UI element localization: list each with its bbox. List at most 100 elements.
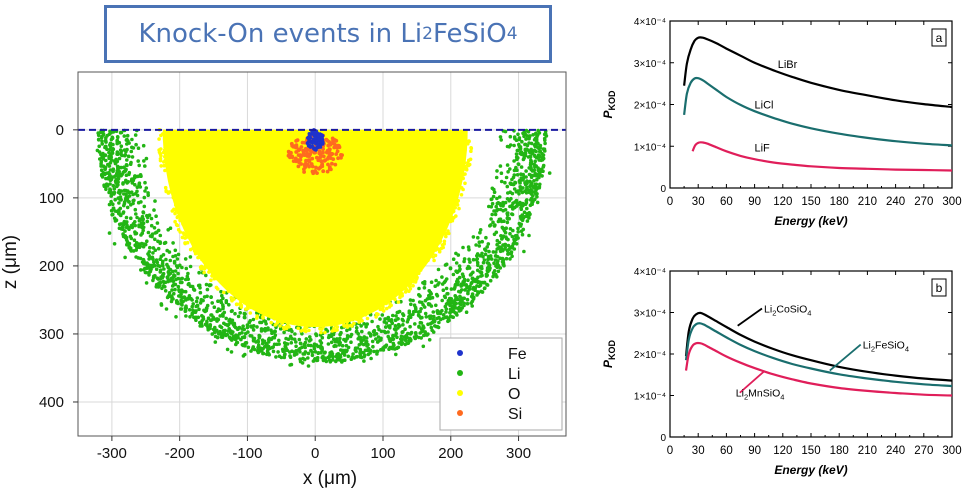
o-point bbox=[238, 300, 243, 305]
li-point bbox=[143, 262, 148, 266]
li-point bbox=[399, 337, 403, 341]
li-point bbox=[498, 164, 503, 168]
li-point bbox=[107, 202, 112, 207]
y-axis-label: PKOD bbox=[601, 90, 617, 119]
si-point bbox=[290, 154, 294, 159]
si-point bbox=[327, 147, 332, 152]
li-point bbox=[535, 145, 540, 149]
o-point bbox=[312, 322, 317, 327]
li-point bbox=[484, 248, 488, 253]
si-point bbox=[307, 158, 312, 163]
x-tick-label: 210 bbox=[858, 445, 877, 457]
li-point bbox=[457, 275, 462, 280]
o-point bbox=[272, 312, 276, 317]
li-point bbox=[142, 159, 146, 163]
li-point bbox=[195, 296, 200, 300]
li-point bbox=[142, 195, 147, 200]
si-point bbox=[327, 150, 332, 155]
o-point bbox=[400, 281, 404, 286]
y-axis-label: PKOD bbox=[601, 339, 617, 368]
li-point bbox=[95, 148, 100, 153]
o-point bbox=[416, 265, 421, 269]
li-point bbox=[516, 230, 520, 234]
li-point bbox=[292, 337, 297, 342]
li-point bbox=[471, 257, 476, 262]
li-point bbox=[382, 329, 387, 334]
li-point bbox=[485, 266, 490, 270]
li-point bbox=[379, 348, 383, 352]
li-point bbox=[138, 256, 143, 261]
li-point bbox=[313, 350, 318, 354]
li-point bbox=[143, 180, 147, 185]
li-point bbox=[332, 344, 336, 349]
fe-point bbox=[306, 140, 311, 144]
li-point bbox=[532, 186, 536, 190]
o-point bbox=[455, 203, 460, 207]
li-point bbox=[220, 293, 224, 298]
o-point bbox=[179, 213, 184, 218]
li-point bbox=[137, 244, 141, 248]
legend-marker-li bbox=[457, 370, 463, 376]
o-point bbox=[360, 319, 364, 323]
li-point bbox=[127, 241, 132, 246]
o-point bbox=[185, 225, 190, 230]
li-point bbox=[130, 155, 135, 159]
li-point bbox=[380, 313, 385, 317]
li-point bbox=[124, 167, 128, 172]
li-point bbox=[172, 261, 177, 265]
li-point bbox=[152, 274, 156, 279]
li-point bbox=[378, 317, 382, 321]
o-point bbox=[188, 236, 193, 240]
li-point bbox=[496, 269, 501, 274]
li-point bbox=[491, 220, 495, 225]
o-point bbox=[359, 311, 363, 315]
li-point bbox=[133, 182, 137, 187]
o-point bbox=[404, 287, 408, 291]
li-point bbox=[457, 264, 462, 268]
li-point bbox=[496, 219, 501, 224]
li-point bbox=[527, 213, 531, 218]
li-point bbox=[153, 199, 157, 203]
li-point bbox=[121, 181, 125, 185]
o-point bbox=[454, 173, 459, 177]
o-point bbox=[277, 313, 282, 317]
o-point bbox=[178, 230, 182, 234]
li-point bbox=[431, 310, 436, 314]
li-point bbox=[103, 144, 108, 149]
li-point bbox=[436, 267, 441, 272]
li-point bbox=[282, 353, 287, 357]
o-point bbox=[348, 323, 353, 328]
li-point bbox=[221, 312, 225, 316]
o-point bbox=[365, 316, 370, 321]
li-point bbox=[136, 146, 141, 150]
li-point bbox=[421, 324, 425, 328]
li-point bbox=[205, 303, 210, 308]
li-point bbox=[372, 328, 377, 333]
li-point bbox=[517, 144, 522, 149]
li-point bbox=[489, 205, 494, 209]
fe-point bbox=[320, 135, 325, 139]
li-point bbox=[453, 294, 458, 298]
plot-frame bbox=[669, 270, 953, 438]
li-point bbox=[508, 257, 512, 261]
x-tick-label: -100 bbox=[232, 445, 262, 462]
li-point bbox=[414, 334, 419, 339]
li-point bbox=[213, 334, 218, 339]
o-point bbox=[292, 317, 297, 321]
li-point bbox=[173, 274, 177, 278]
li-point bbox=[469, 281, 474, 286]
x-tick-label: 0 bbox=[667, 445, 673, 457]
li-point bbox=[460, 272, 465, 277]
li-point bbox=[209, 295, 213, 299]
o-region bbox=[162, 129, 468, 328]
li-point bbox=[192, 288, 197, 292]
o-point bbox=[462, 136, 467, 140]
li-point bbox=[178, 289, 183, 294]
li-point bbox=[283, 348, 287, 353]
li-point bbox=[370, 339, 375, 344]
li-point bbox=[233, 337, 237, 342]
y-tick-label: 2×10⁻⁴ bbox=[634, 350, 666, 361]
li-point bbox=[293, 351, 297, 356]
o-point bbox=[174, 195, 179, 199]
li-point bbox=[374, 332, 379, 336]
